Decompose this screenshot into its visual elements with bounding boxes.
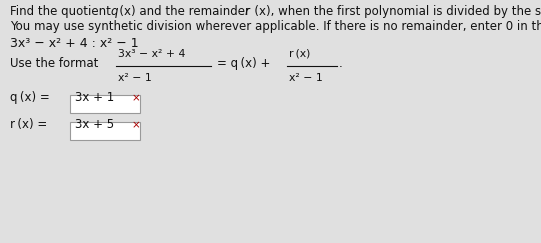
Text: r (x) =: r (x) = <box>10 118 47 131</box>
Text: ×: × <box>132 93 141 103</box>
Text: Use the format: Use the format <box>10 57 98 70</box>
Text: (x) and the remainder: (x) and the remainder <box>117 5 254 18</box>
Text: q (x) =: q (x) = <box>10 91 50 104</box>
Text: 3x + 5: 3x + 5 <box>75 118 114 131</box>
Text: Find the quotient: Find the quotient <box>10 5 115 18</box>
Text: 3x + 1: 3x + 1 <box>75 91 114 104</box>
Text: x² − 1: x² − 1 <box>289 73 323 83</box>
Text: You may use synthetic division wherever applicable. If there is no remainder, en: You may use synthetic division wherever … <box>10 20 541 33</box>
Text: r (x): r (x) <box>289 49 311 59</box>
Text: ×: × <box>132 120 141 130</box>
Text: .: . <box>339 57 343 70</box>
Text: 3x³ − x² + 4 : x² − 1: 3x³ − x² + 4 : x² − 1 <box>10 37 138 50</box>
Text: r: r <box>245 5 250 18</box>
FancyBboxPatch shape <box>70 95 140 113</box>
Text: q: q <box>110 5 117 18</box>
Text: 3x³ − x² + 4: 3x³ − x² + 4 <box>118 49 186 59</box>
Text: x² − 1: x² − 1 <box>118 73 151 83</box>
Text: (x), when the first polynomial is divided by the second.: (x), when the first polynomial is divide… <box>252 5 541 18</box>
FancyBboxPatch shape <box>70 122 140 140</box>
Text: = q (x) +: = q (x) + <box>217 57 270 70</box>
